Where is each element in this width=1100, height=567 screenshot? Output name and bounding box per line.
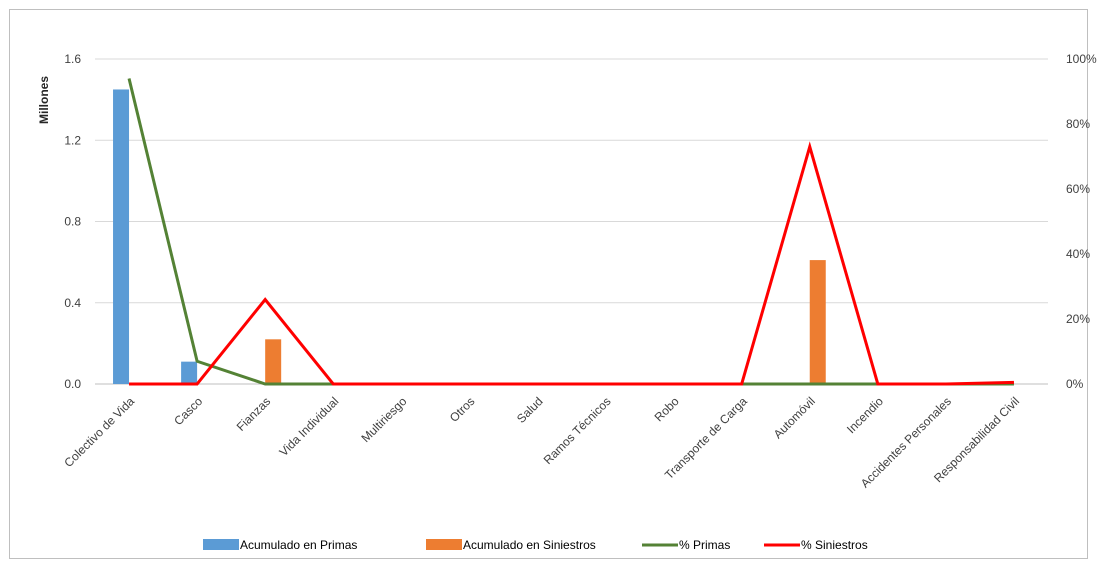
legend-label: Acumulado en Siniestros — [463, 538, 596, 552]
y-left-tick-label: 1.6 — [64, 52, 81, 66]
x-category-label: Salud — [514, 394, 546, 426]
y-left-tick-label: 0.8 — [64, 215, 81, 229]
line-siniestros — [129, 141, 1015, 386]
y-right-tick-label: 40% — [1066, 247, 1090, 261]
legend-swatch — [426, 539, 462, 550]
y-right-tick-label: 60% — [1066, 182, 1090, 196]
y-axis-label: Millones — [37, 76, 51, 124]
line-primas — [127, 78, 1014, 386]
x-category-label: Ramos Técnicos — [541, 394, 614, 467]
x-category-label: Vida Individual — [276, 394, 341, 459]
legend-label: Acumulado en Primas — [240, 538, 357, 552]
bar-acumulado-en-primas — [181, 361, 198, 384]
y-left-tick-label: 0.4 — [64, 296, 81, 310]
y-right-tick-label: 100% — [1066, 52, 1097, 66]
x-category-label: Automóvil — [771, 394, 818, 441]
y-axis-left: 0.0 0.4 0.8 1.2 1.6 — [64, 52, 81, 391]
bar-acumulado-en-siniestros — [265, 339, 282, 384]
bar-acumulado-en-siniestros — [809, 260, 826, 384]
y-left-tick-label: 1.2 — [64, 133, 81, 147]
y-right-tick-label: 80% — [1066, 117, 1090, 131]
chart-frame — [9, 9, 1088, 559]
legend-label: % Siniestros — [801, 538, 868, 552]
y-right-tick-label: 0% — [1066, 377, 1084, 391]
y-axis-right: 0% 20% 40% 60% 80% 100% — [1066, 52, 1097, 391]
x-axis-categories: Colectivo de Vida Casco Fianzas Vida Indivi… — [61, 394, 1022, 490]
x-category-label: Robo — [652, 394, 682, 424]
x-category-label: Otros — [447, 394, 478, 425]
legend-label: % Primas — [679, 538, 730, 552]
x-category-label: Incendio — [844, 394, 886, 436]
legend-swatch — [203, 539, 239, 550]
x-category-label: Multiriesgo — [359, 394, 410, 445]
x-category-label: Casco — [171, 394, 205, 428]
x-category-label: Fianzas — [234, 394, 274, 434]
x-category-label: Colectivo de Vida — [61, 394, 137, 470]
y-right-tick-label: 20% — [1066, 312, 1090, 326]
y-left-tick-label: 0.0 — [64, 377, 81, 391]
lines — [127, 78, 1015, 386]
legend: Acumulado en Primas Acumulado en Siniestr… — [203, 538, 868, 552]
bars — [113, 89, 826, 384]
bar-acumulado-en-primas — [113, 89, 130, 384]
